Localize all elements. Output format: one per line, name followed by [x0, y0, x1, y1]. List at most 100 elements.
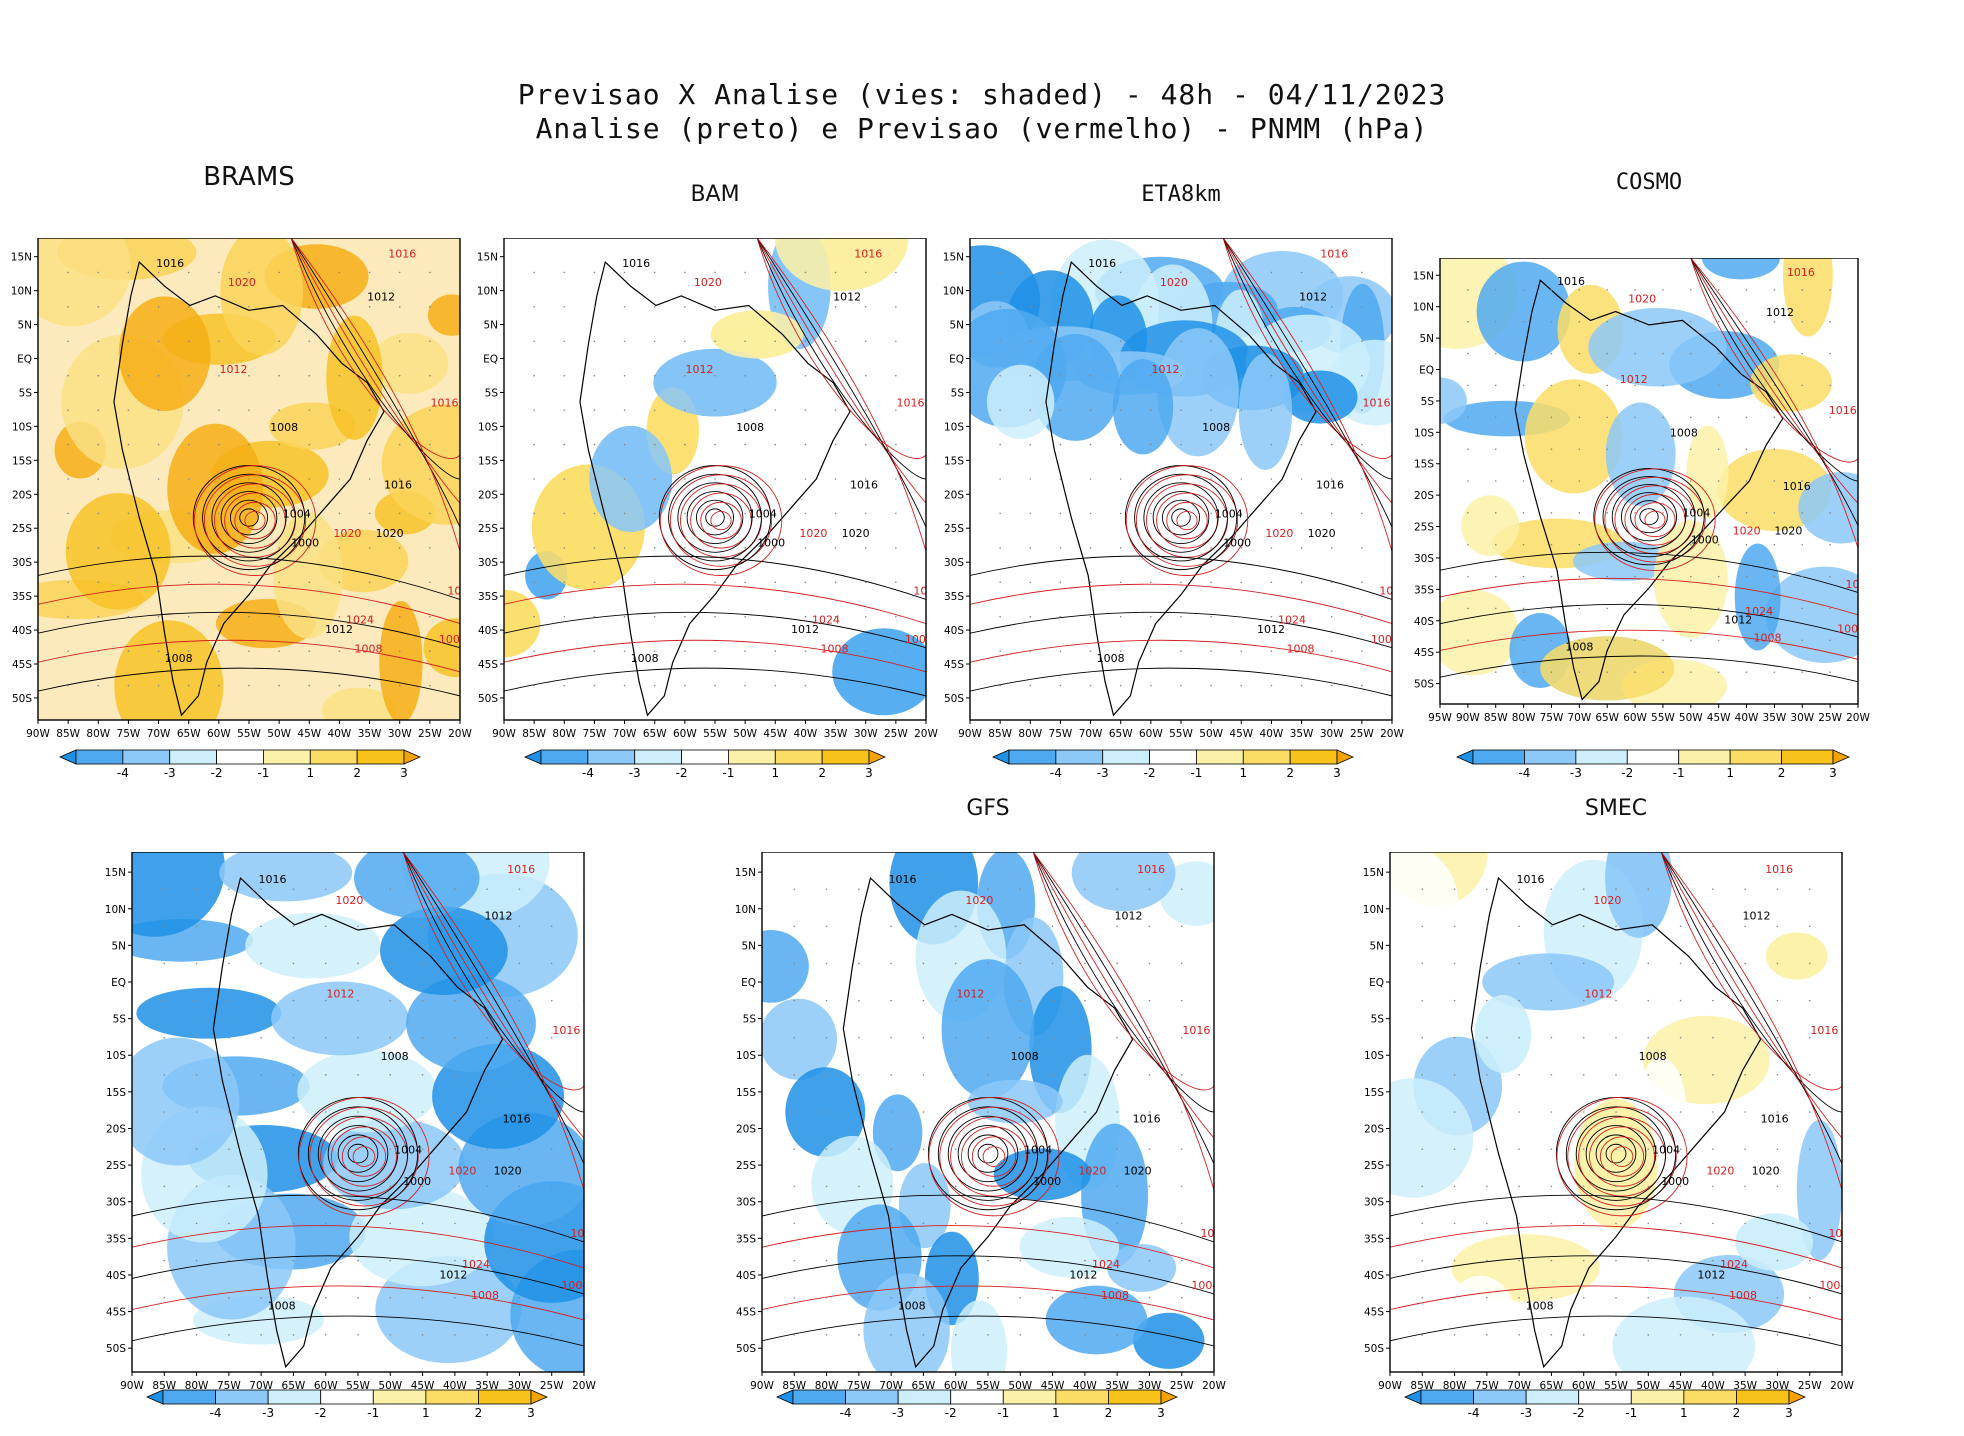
colorbar-segment — [216, 749, 264, 765]
lon-tick-label: 30W — [854, 728, 878, 740]
bias-shade — [1605, 402, 1676, 506]
colorbar-label: -1 — [257, 766, 269, 780]
lat-tick-label: 45S — [106, 1307, 126, 1319]
colorbar-label: -4 — [117, 766, 129, 780]
lon-tick-label: 40W — [443, 1380, 467, 1392]
analysis-isobar-label: 1008 — [270, 421, 298, 434]
forecast-isobar-label: 1012 — [685, 363, 713, 376]
analysis-isobar — [686, 491, 744, 545]
lat-tick-label: 40S — [944, 625, 964, 637]
analysis-isobar — [402, 852, 584, 1165]
forecast-isobar-label: 1004 — [1371, 633, 1399, 646]
lat-tick-label: 30S — [478, 557, 498, 569]
colorbar-label: 1 — [1726, 766, 1734, 780]
bias-shade — [321, 687, 396, 720]
colorbar-label: -4 — [582, 766, 594, 780]
analysis-isobar-label: 1008 — [631, 652, 659, 665]
colorbar-segment — [1196, 749, 1244, 765]
colorbar-segment — [540, 749, 589, 765]
analysis-isobar — [1390, 1315, 1842, 1347]
colorbar-label: 2 — [475, 1406, 483, 1420]
forecast-isobar — [1610, 1146, 1634, 1167]
bias-shade — [1444, 1275, 1517, 1365]
lon-tick-label: 70W — [1079, 728, 1103, 740]
lat-tick-label: 20S — [478, 489, 498, 501]
lat-tick-label: 15S — [1414, 459, 1434, 471]
bias-shade — [1734, 543, 1781, 651]
colorbar-label: -1 — [722, 766, 734, 780]
lon-tick-label: 75W — [117, 728, 141, 740]
colorbar-label: -3 — [262, 1406, 274, 1420]
colorbar-segment — [1575, 749, 1628, 765]
colorbar-label: 3 — [1157, 1406, 1165, 1420]
bias-shade — [1765, 566, 1858, 663]
analysis-isobar-label: 1012 — [485, 910, 513, 923]
lat-tick-label: 5N — [1369, 940, 1384, 952]
forecast-isobar-label: 1012 — [570, 1227, 598, 1240]
lat-tick-label: 10N — [943, 286, 964, 298]
analysis-isobar-label: 1008 — [1565, 640, 1593, 653]
analysis-isobar-label: 1012 — [439, 1268, 467, 1281]
analysis-isobar — [947, 1115, 1029, 1192]
lon-tick-label: 90W — [492, 728, 516, 740]
lat-tick-label: 20S — [944, 489, 964, 501]
forecast-isobar-label: 1020 — [799, 527, 827, 540]
analysis-isobar — [1593, 468, 1705, 566]
lon-tick-label: 40W — [1735, 712, 1759, 724]
bias-shade — [349, 1187, 494, 1287]
lat-tick-label: 10N — [11, 286, 32, 298]
forecast-isobar-label: 1020 — [1078, 1164, 1106, 1177]
forecast-isobar — [669, 474, 773, 567]
forecast-isobar-label: 1020 — [333, 527, 361, 540]
lon-tick-label: 90W — [1456, 712, 1480, 724]
lat-tick-label: 35S — [1364, 1233, 1384, 1245]
panel-title: BRAMS — [203, 162, 295, 192]
lat-tick-label: 30S — [1364, 1197, 1384, 1209]
analysis-isobar-label: 1008 — [1526, 1300, 1554, 1313]
lon-tick-label: 30W — [508, 1380, 532, 1392]
forecast-isobar — [762, 1285, 1214, 1321]
lon-tick-label: 50W — [1679, 712, 1703, 724]
lat-tick-label: 15S — [12, 455, 32, 467]
lon-tick-label: 70W — [613, 728, 637, 740]
lat-tick-label: EQ — [1419, 365, 1434, 377]
lat-tick-label: 40S — [736, 1270, 756, 1282]
colorbar-segment — [1002, 1389, 1057, 1405]
colorbar-segment — [59, 749, 77, 765]
forecast-isobar-label: 1024 — [1720, 1258, 1748, 1271]
lat-tick-label: 45S — [1414, 647, 1434, 659]
forecast-isobar — [961, 1126, 1027, 1187]
lat-tick-label: 25S — [736, 1160, 756, 1172]
map-svg: 1016 1012 1012 1016 1008 1020 1004 1024 1000 1008… — [943, 238, 1404, 740]
lon-tick-label: 80W — [815, 1380, 839, 1392]
colorbar-segment — [320, 1389, 374, 1405]
colorbar-segment — [1055, 749, 1104, 765]
lat-tick-label: EQ — [741, 977, 756, 989]
lon-tick-label: 35W — [824, 728, 848, 740]
lon-tick-label: 45W — [1041, 1380, 1065, 1392]
lon-tick-label: 60W — [944, 1380, 968, 1392]
analysis-isobar-label: 1008 — [1097, 652, 1125, 665]
lon-tick-label: 20W — [1830, 1380, 1854, 1392]
lat-tick-label: 40S — [12, 625, 32, 637]
lat-tick-label: 15N — [105, 867, 126, 879]
lon-tick-label: 85W — [152, 1380, 176, 1392]
lon-tick-label: 75W — [1475, 1380, 1499, 1392]
lon-tick-label: 25W — [1798, 1380, 1822, 1392]
lat-tick-label: EQ — [483, 354, 498, 366]
analysis-isobar — [1575, 1115, 1657, 1192]
analysis-isobar-label: 1008 — [898, 1300, 926, 1313]
colorbar-segment — [992, 749, 1010, 765]
bias-shade — [1238, 353, 1293, 470]
analysis-isobar-label: 1016 — [1557, 275, 1585, 288]
lat-tick-label: 40S — [1364, 1270, 1384, 1282]
analysis-isobar — [1161, 499, 1201, 536]
lat-tick-label: 5N — [741, 940, 756, 952]
forecast-isobar — [203, 474, 307, 567]
colorbar-segment — [1781, 749, 1834, 765]
lon-tick-label: 40W — [1701, 1380, 1725, 1392]
analysis-isobar-label: 1004 — [749, 508, 777, 521]
colorbar-segment — [897, 1389, 952, 1405]
analysis-isobar-label: 1016 — [503, 1112, 531, 1125]
bias-shade — [1112, 358, 1174, 455]
